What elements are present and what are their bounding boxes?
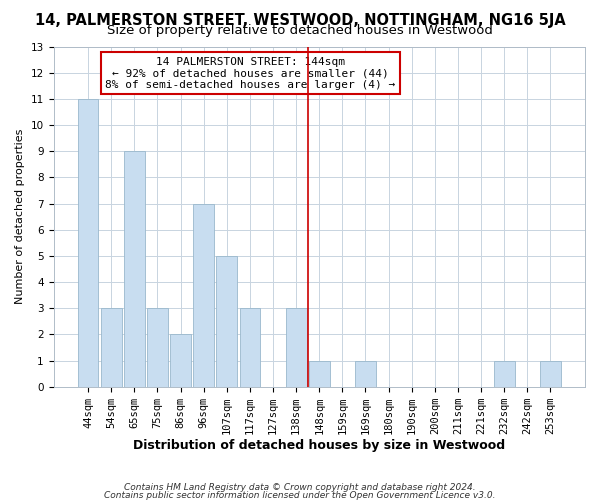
- Bar: [309, 360, 329, 386]
- Bar: [77, 99, 98, 386]
- Text: Contains public sector information licensed under the Open Government Licence v3: Contains public sector information licen…: [104, 490, 496, 500]
- Text: Contains HM Land Registry data © Crown copyright and database right 2024.: Contains HM Land Registry data © Crown c…: [124, 484, 476, 492]
- Bar: [217, 256, 237, 386]
- Bar: [147, 308, 168, 386]
- Text: 14, PALMERSTON STREET, WESTWOOD, NOTTINGHAM, NG16 5JA: 14, PALMERSTON STREET, WESTWOOD, NOTTING…: [35, 12, 565, 28]
- Text: 14 PALMERSTON STREET: 144sqm
← 92% of detached houses are smaller (44)
8% of sem: 14 PALMERSTON STREET: 144sqm ← 92% of de…: [105, 56, 395, 90]
- Bar: [170, 334, 191, 386]
- Bar: [239, 308, 260, 386]
- Bar: [286, 308, 307, 386]
- Bar: [540, 360, 561, 386]
- Bar: [101, 308, 122, 386]
- Text: Size of property relative to detached houses in Westwood: Size of property relative to detached ho…: [107, 24, 493, 37]
- Bar: [124, 151, 145, 386]
- Bar: [193, 204, 214, 386]
- Bar: [494, 360, 515, 386]
- X-axis label: Distribution of detached houses by size in Westwood: Distribution of detached houses by size …: [133, 440, 505, 452]
- Bar: [355, 360, 376, 386]
- Y-axis label: Number of detached properties: Number of detached properties: [15, 129, 25, 304]
